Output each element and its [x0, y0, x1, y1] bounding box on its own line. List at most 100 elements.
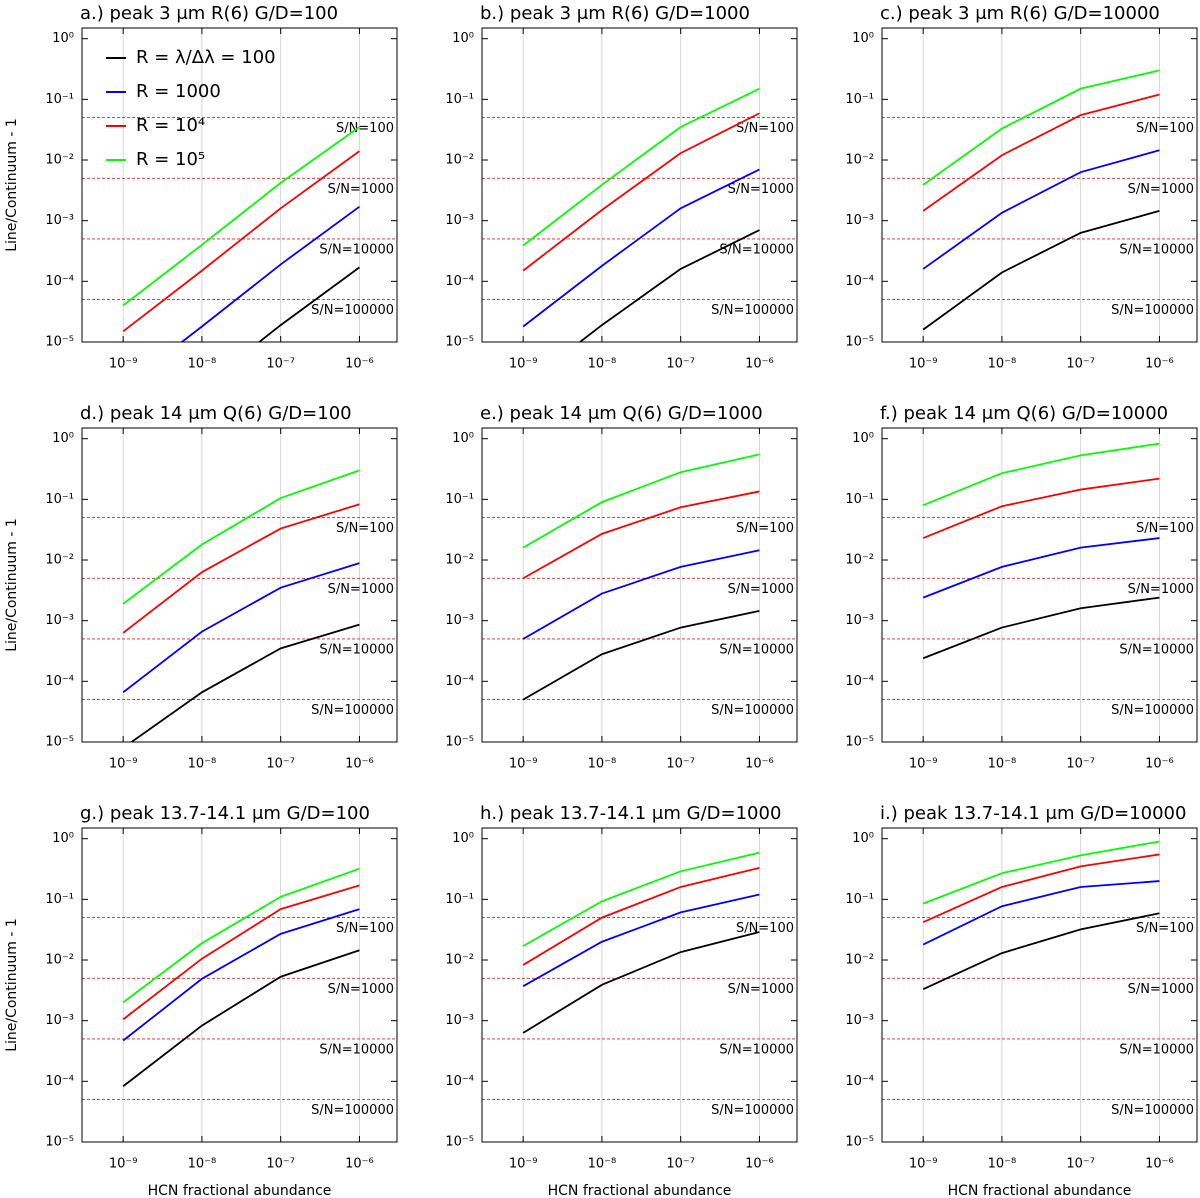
plot-area [922, 69, 1160, 331]
series-line [922, 210, 1160, 331]
panel-title: b.) peak 3 μm R(6) G/D=1000 [480, 3, 750, 24]
y-axis-label: Line/Continuum - 1 [4, 118, 20, 252]
series-line [578, 229, 760, 342]
series-line [922, 840, 1160, 905]
y-tick-label: 10⁻² [445, 953, 474, 968]
y-tick-label: 10⁻³ [445, 1013, 474, 1028]
y-tick-label: 10⁻⁵ [845, 335, 874, 350]
axes-frame [881, 27, 1198, 343]
threshold-label: S/N=1000 [328, 982, 394, 997]
x-tick-label: 10⁻⁷ [666, 1157, 695, 1172]
y-tick-label: 10⁻³ [845, 1013, 874, 1028]
panel-title: h.) peak 13.7-14.1 μm G/D=1000 [480, 803, 781, 824]
axes-frame [881, 827, 1198, 1143]
x-tick-label: 10⁻⁷ [666, 757, 695, 772]
y-tick-label: 10⁻² [845, 153, 874, 168]
y-tick-label: 10⁻¹ [445, 492, 474, 507]
threshold-label: S/N=100000 [711, 1103, 794, 1118]
plot-area [922, 442, 1160, 660]
threshold-label: S/N=1000 [1128, 182, 1194, 197]
threshold-label: S/N=100 [736, 521, 794, 536]
threshold-label: S/N=1000 [728, 582, 794, 597]
x-tick-label: 10⁻⁷ [1066, 757, 1095, 772]
legend-label: R = λ/Δλ = 100 [136, 47, 276, 68]
series-line [122, 867, 360, 1004]
panel-title: e.) peak 14 μm Q(6) G/D=1000 [480, 403, 763, 424]
series-line [257, 266, 360, 342]
series-line [122, 503, 360, 634]
series-line [122, 908, 360, 1042]
threshold-label: S/N=1000 [328, 582, 394, 597]
x-tick-label: 10⁻⁷ [1066, 1157, 1095, 1172]
x-tick-label: 10⁻⁸ [988, 757, 1017, 772]
x-tick-label: 10⁻⁸ [588, 1157, 617, 1172]
x-tick-label: 10⁻⁶ [745, 1157, 774, 1172]
threshold-label: S/N=10000 [719, 642, 794, 657]
threshold-label: S/N=1000 [1128, 982, 1194, 997]
x-tick-label: 10⁻⁹ [109, 757, 138, 772]
y-tick-label: 10⁻³ [445, 213, 474, 228]
x-tick-label: 10⁻⁹ [909, 757, 938, 772]
y-tick-label: 10⁰ [852, 431, 874, 446]
panel-title: i.) peak 13.7-14.1 μm G/D=10000 [880, 803, 1186, 824]
y-axis-label: Line/Continuum - 1 [4, 918, 20, 1052]
y-tick-label: 10⁻⁴ [845, 674, 874, 689]
threshold-label: S/N=1000 [1128, 582, 1194, 597]
series-line [122, 884, 360, 1021]
x-tick-label: 10⁻⁸ [188, 1157, 217, 1172]
plot-area [122, 867, 360, 1087]
threshold-label: S/N=1000 [728, 982, 794, 997]
y-tick-label: 10⁻³ [45, 1013, 74, 1028]
y-tick-label: 10⁻⁴ [845, 274, 874, 289]
series-line [522, 609, 760, 701]
x-tick-label: 10⁻⁷ [266, 357, 295, 372]
y-tick-label: 10⁻⁴ [445, 1074, 474, 1089]
x-tick-label: 10⁻⁸ [588, 757, 617, 772]
threshold-label: S/N=100000 [711, 303, 794, 318]
series-line [522, 851, 760, 947]
series-line [922, 69, 1160, 186]
y-tick-label: 10⁻⁵ [45, 335, 74, 350]
y-tick-label: 10⁻² [445, 553, 474, 568]
y-tick-label: 10⁻² [45, 153, 74, 168]
plot-area [122, 126, 360, 342]
y-tick-label: 10⁻¹ [445, 92, 474, 107]
series-line [122, 150, 360, 333]
series-line [522, 168, 760, 328]
y-tick-label: 10⁻⁵ [445, 335, 474, 350]
threshold-label: S/N=10000 [1119, 242, 1194, 257]
x-tick-label: 10⁻⁶ [1145, 357, 1174, 372]
y-tick-label: 10⁻¹ [45, 892, 74, 907]
y-tick-label: 10⁻⁵ [845, 1135, 874, 1150]
axes-frame [481, 27, 798, 343]
x-tick-label: 10⁻⁶ [745, 757, 774, 772]
y-tick-label: 10⁻⁴ [445, 274, 474, 289]
x-tick-label: 10⁻⁸ [188, 757, 217, 772]
y-tick-label: 10⁻² [445, 153, 474, 168]
x-axis-label: HCN fractional abundance [948, 1183, 1132, 1198]
y-axis-label: Line/Continuum - 1 [4, 518, 20, 652]
y-tick-label: 10⁻⁴ [45, 674, 74, 689]
axes-frame [881, 427, 1198, 743]
series-line [122, 949, 360, 1087]
y-tick-label: 10⁻⁵ [845, 735, 874, 750]
threshold-label: S/N=10000 [719, 242, 794, 257]
y-tick-label: 10⁻⁵ [45, 735, 74, 750]
series-line [522, 453, 760, 549]
series-line [922, 537, 1160, 599]
series-line [922, 853, 1160, 924]
series-line [522, 112, 760, 272]
x-tick-label: 10⁻⁶ [345, 757, 374, 772]
x-tick-label: 10⁻⁶ [1145, 757, 1174, 772]
legend-label: R = 1000 [136, 81, 221, 102]
series-line [522, 931, 760, 1034]
threshold-label: S/N=100 [1136, 121, 1194, 136]
series-line [922, 149, 1160, 270]
series-line [180, 205, 360, 342]
y-tick-label: 10⁰ [452, 431, 474, 446]
y-tick-label: 10⁰ [52, 831, 74, 846]
y-tick-label: 10⁻¹ [45, 492, 74, 507]
x-tick-label: 10⁻⁹ [909, 1157, 938, 1172]
series-line [522, 490, 760, 580]
